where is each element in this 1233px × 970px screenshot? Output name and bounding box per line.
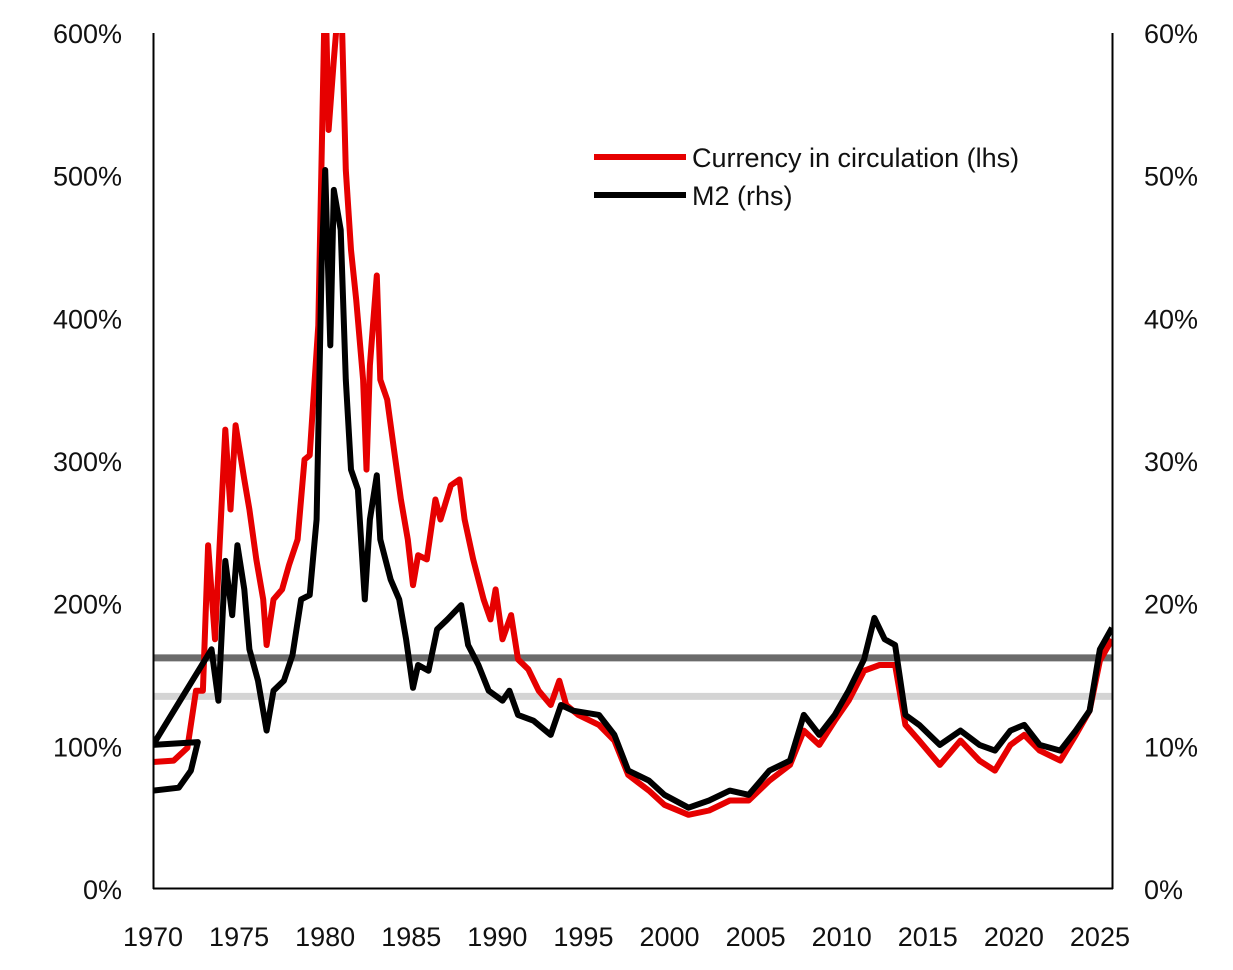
series-group — [153, 33, 1112, 818]
x-tick-label: 2020 — [984, 922, 1044, 952]
x-tick-label: 1995 — [553, 922, 613, 952]
x-tick-label: 1970 — [123, 922, 183, 952]
y-right-tick-label: 50% — [1144, 162, 1198, 192]
reference-lines — [153, 654, 1112, 700]
legend-label-m2: M2 (rhs) — [692, 181, 793, 211]
series-line-currency — [153, 33, 1112, 818]
y-right-tick-label: 0% — [1144, 875, 1183, 905]
y-left-tick-label: 0% — [83, 875, 122, 905]
y-right-tick-label: 30% — [1144, 447, 1198, 477]
y-right-tick-label: 20% — [1144, 590, 1198, 620]
y-left-tick-label: 200% — [53, 590, 122, 620]
y-right-tick-label: 40% — [1144, 304, 1198, 334]
y-right-tick-labels: 0% 10% 20% 30% 40% 50% 60% — [1144, 19, 1198, 905]
x-tick-label: 1990 — [467, 922, 527, 952]
y-right-tick-label: 10% — [1144, 732, 1198, 762]
legend: Currency in circulation (lhs) M2 (rhs) — [594, 143, 1019, 211]
legend-label-currency: Currency in circulation (lhs) — [692, 143, 1019, 173]
y-left-tick-label: 100% — [53, 732, 122, 762]
y-left-tick-label: 500% — [53, 162, 122, 192]
series-line-m2 — [153, 167, 1112, 811]
x-tick-labels: 1970 1975 1980 1985 1990 1995 2000 2005 2010 2015… — [123, 922, 1130, 952]
x-tick-label: 2015 — [898, 922, 958, 952]
x-tick-label: 2005 — [726, 922, 786, 952]
x-tick-label: 1985 — [381, 922, 441, 952]
y-left-tick-label: 400% — [53, 304, 122, 334]
x-tick-label: 1975 — [209, 922, 269, 952]
y-left-tick-label: 600% — [53, 19, 122, 49]
y-left-tick-label: 300% — [53, 447, 122, 477]
y-left-tick-labels: 0% 100% 200% 300% 400% 500% 600% — [53, 19, 122, 905]
x-tick-label: 2025 — [1070, 922, 1130, 952]
x-tick-label: 2000 — [639, 922, 699, 952]
x-tick-label: 1980 — [295, 922, 355, 952]
y-right-tick-label: 60% — [1144, 19, 1198, 49]
x-tick-label: 2010 — [812, 922, 872, 952]
